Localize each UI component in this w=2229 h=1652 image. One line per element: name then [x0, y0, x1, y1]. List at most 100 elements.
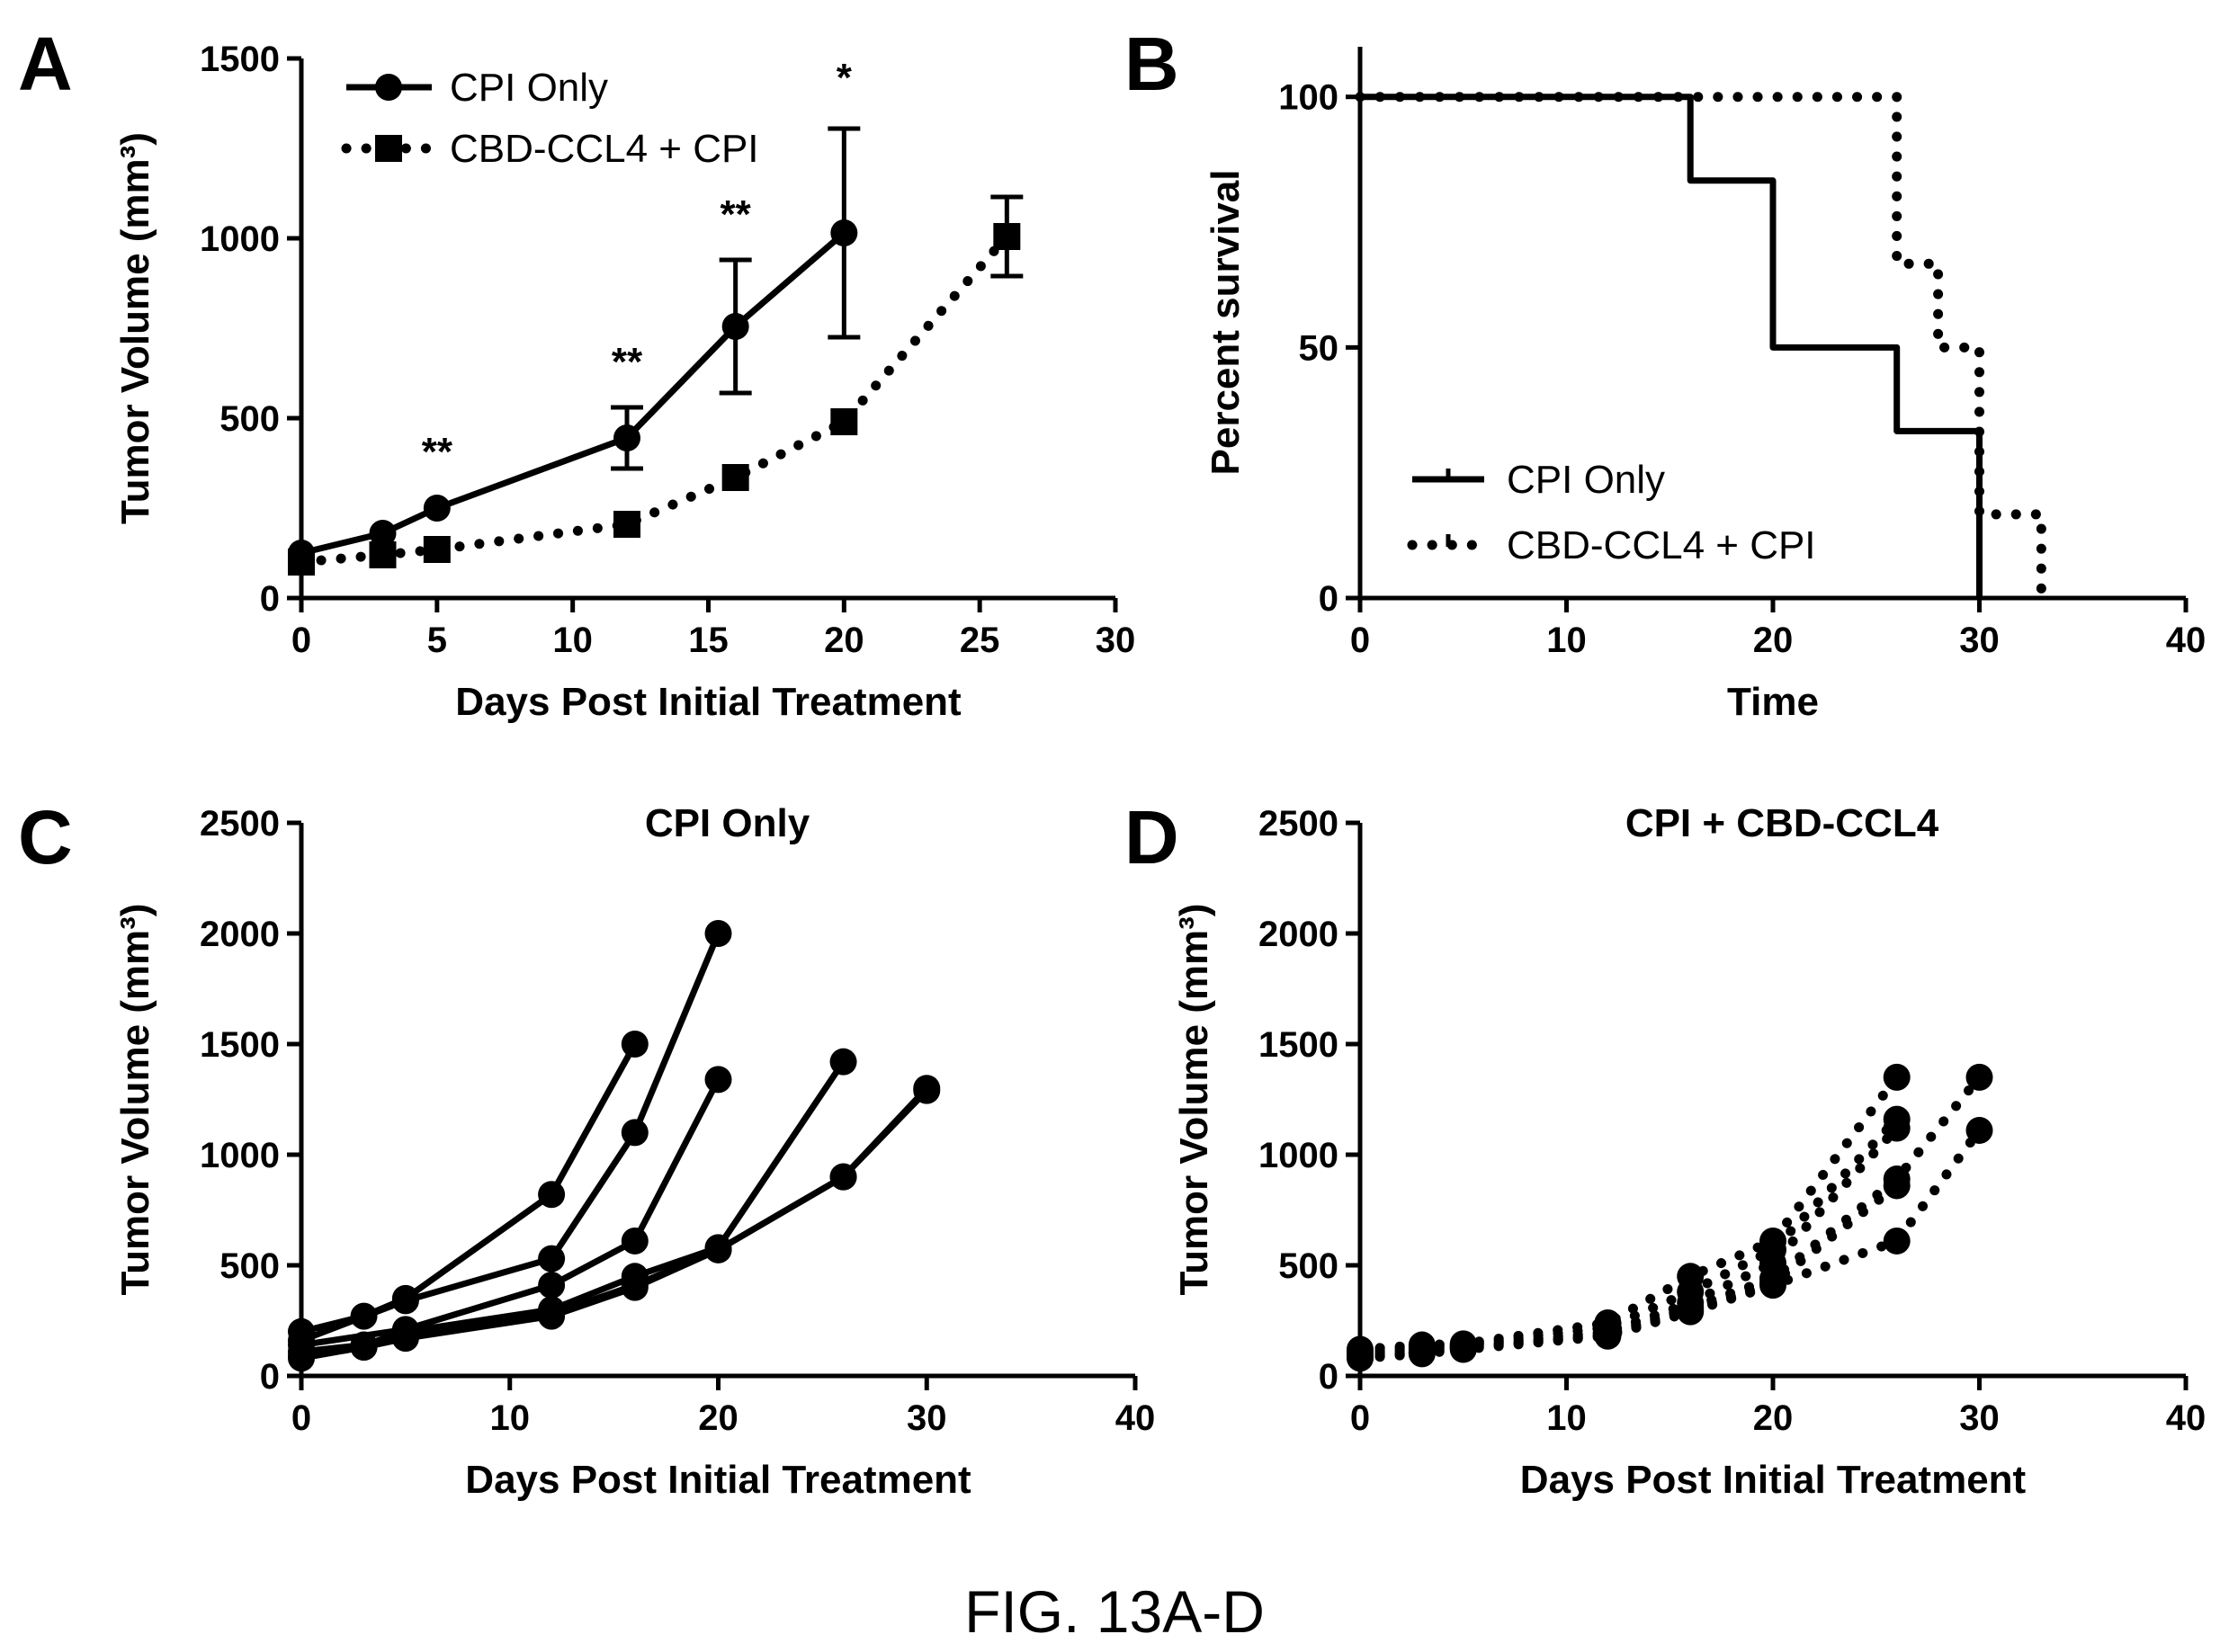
panel-d: D 0 10 20 30 40 0 500 1000 1500 2000 2500 Days Post …: [1124, 795, 2206, 1502]
panel-d-data-point: [1883, 1114, 1911, 1142]
panel-a-y-tick-label: 500: [219, 399, 280, 439]
panel-d-x-axis-title: Days Post Initial Treatment: [1520, 1458, 2027, 1502]
panel-b-x-tick-label: 10: [1546, 621, 1587, 660]
panel-c-data-point: [350, 1334, 378, 1362]
panel-b-letter: B: [1124, 22, 1179, 106]
panel-c-chart-title: CPI Only: [645, 801, 810, 845]
panel-d-data-point: [1759, 1269, 1786, 1297]
panel-c-y-tick-label: 2500: [200, 804, 280, 844]
panel-b: B 0 10 20 30 40 0 50 100 Time Percent survival CPI …: [1124, 22, 2206, 724]
panel-d-y-tick-label: 0: [1319, 1357, 1338, 1397]
panel-b-x-tick-label: 20: [1753, 621, 1794, 660]
panel-d-data-point: [1883, 1172, 1911, 1200]
panel-a-data-point: [613, 511, 640, 538]
panel-a-data-point: [721, 464, 749, 491]
panel-a-x-tick-label: 20: [824, 621, 864, 660]
panel-c-data-point: [621, 1031, 649, 1058]
panel-a-y-axis-title: Tumor Volume (mm³): [113, 132, 157, 524]
panel-c-x-tick-label: 10: [490, 1398, 531, 1438]
panel-c-series-line: [300, 1042, 638, 1335]
panel-b-y-tick-label: 0: [1319, 579, 1338, 619]
panel-a-y-tick-label: 1500: [200, 40, 280, 79]
panel-c-series-line: [300, 1085, 929, 1360]
panel-d-data-point: [1449, 1335, 1477, 1362]
panel-d-x-tick-label: 0: [1350, 1398, 1370, 1438]
panel-b-x-axis-title: Time: [1727, 680, 1819, 724]
panel-c-data-point: [538, 1272, 566, 1299]
panel-c-data-point: [538, 1245, 566, 1272]
panel-a-data-point: [288, 549, 315, 576]
panel-d-y-axis-title: Tumor Volume (mm³): [1172, 904, 1216, 1296]
panel-a-significance-label: **: [612, 340, 643, 384]
panel-c-data-point: [288, 1344, 315, 1372]
panel-d-letter: D: [1124, 795, 1179, 880]
panel-d-y-tick-label: 2000: [1258, 915, 1338, 954]
legend-marker: [375, 135, 402, 162]
panel-a-data-point: [613, 424, 640, 451]
panel-c-x-tick-label: 40: [1115, 1398, 1156, 1438]
panel-c-letter: C: [18, 795, 73, 880]
panel-c-data-point: [538, 1181, 566, 1209]
panel-d-data-point: [1677, 1296, 1705, 1324]
panel-c-y-tick-label: 2000: [200, 915, 280, 954]
panel-c-x-axis-title: Days Post Initial Treatment: [465, 1458, 971, 1502]
panel-c-data-point: [621, 1227, 649, 1255]
panel-d-x-tick-label: 40: [2166, 1398, 2207, 1438]
panel-d-data-point: [1347, 1344, 1374, 1371]
panel-c-series-line: [300, 1088, 929, 1362]
panel-a-x-tick-label: 0: [291, 621, 311, 660]
panel-c-y-axis-title: Tumor Volume (mm³): [113, 904, 157, 1296]
panel-a-y-tick-label: 0: [260, 579, 280, 619]
panel-a-x-tick-label: 5: [427, 621, 447, 660]
panel-c-y-tick-label: 1000: [200, 1136, 280, 1175]
legend-label: CBD-CCL4 + CPI: [1507, 523, 1816, 567]
panel-c-data-point: [913, 1076, 941, 1104]
panel-c-x-tick-label: 0: [291, 1398, 311, 1438]
panel-d-data-point: [1965, 1116, 1993, 1144]
panel-d-data-point: [1965, 1063, 1993, 1091]
panel-c-data-point: [391, 1325, 419, 1353]
panel-a-significance-label: *: [837, 56, 853, 100]
panel-c-data-point: [621, 1273, 649, 1301]
panel-d-y-tick-label: 2500: [1258, 804, 1338, 844]
panel-b-x-tick-label: 40: [2166, 621, 2207, 660]
panel-a-series-line: [300, 230, 846, 557]
panel-c-y-tick-label: 1500: [200, 1025, 280, 1065]
panel-d-y-tick-label: 500: [1278, 1246, 1338, 1286]
panel-a-data-point: [721, 313, 749, 340]
panel-c-data-point: [829, 1048, 857, 1076]
panel-b-x-tick-label: 30: [1959, 621, 2000, 660]
panel-b-y-axis-title: Percent survival: [1204, 170, 1248, 476]
panel-a-x-tick-label: 15: [688, 621, 729, 660]
panel-a-x-tick-label: 25: [960, 621, 1000, 660]
panel-d-x-tick-label: 20: [1753, 1398, 1794, 1438]
panel-c-y-tick-label: 500: [219, 1246, 280, 1286]
panel-b-x-tick-label: 0: [1350, 621, 1370, 660]
legend-label: CBD-CCL4 + CPI: [450, 127, 759, 171]
legend-label: CPI Only: [1507, 458, 1665, 502]
panel-c-x-tick-label: 30: [907, 1398, 947, 1438]
panel-a-data-point: [830, 219, 858, 246]
panel-d-y-tick-label: 1500: [1258, 1025, 1338, 1065]
panel-a-data-point: [993, 223, 1021, 250]
panel-a-significance-label: **: [721, 192, 752, 237]
panel-a-data-point: [423, 495, 451, 522]
panel-d-x-tick-label: 30: [1959, 1398, 2000, 1438]
panel-a-data-point: [369, 520, 397, 547]
panel-a-data-point: [830, 408, 858, 435]
panel-c-data-point: [704, 1066, 732, 1094]
panel-b-y-tick-label: 50: [1299, 328, 1339, 368]
panel-c-data-point: [704, 920, 732, 947]
panel-a: A 0 5 10 15 20 25 30 0 500 1000 1500 Days Post Initi…: [18, 22, 1135, 724]
panel-d-x-tick-label: 10: [1546, 1398, 1587, 1438]
panel-a-significance-label: **: [422, 430, 453, 474]
panel-b-y-tick-label: 100: [1278, 78, 1338, 118]
panel-c-data-point: [829, 1163, 857, 1191]
panel-c-x-tick-label: 20: [698, 1398, 739, 1438]
panel-a-x-tick-label: 10: [552, 621, 593, 660]
panel-d-y-tick-label: 1000: [1258, 1136, 1338, 1175]
panel-c-data-point: [538, 1302, 566, 1330]
legend-label: CPI Only: [450, 66, 608, 110]
panel-d-series-line: [1355, 1114, 1902, 1357]
